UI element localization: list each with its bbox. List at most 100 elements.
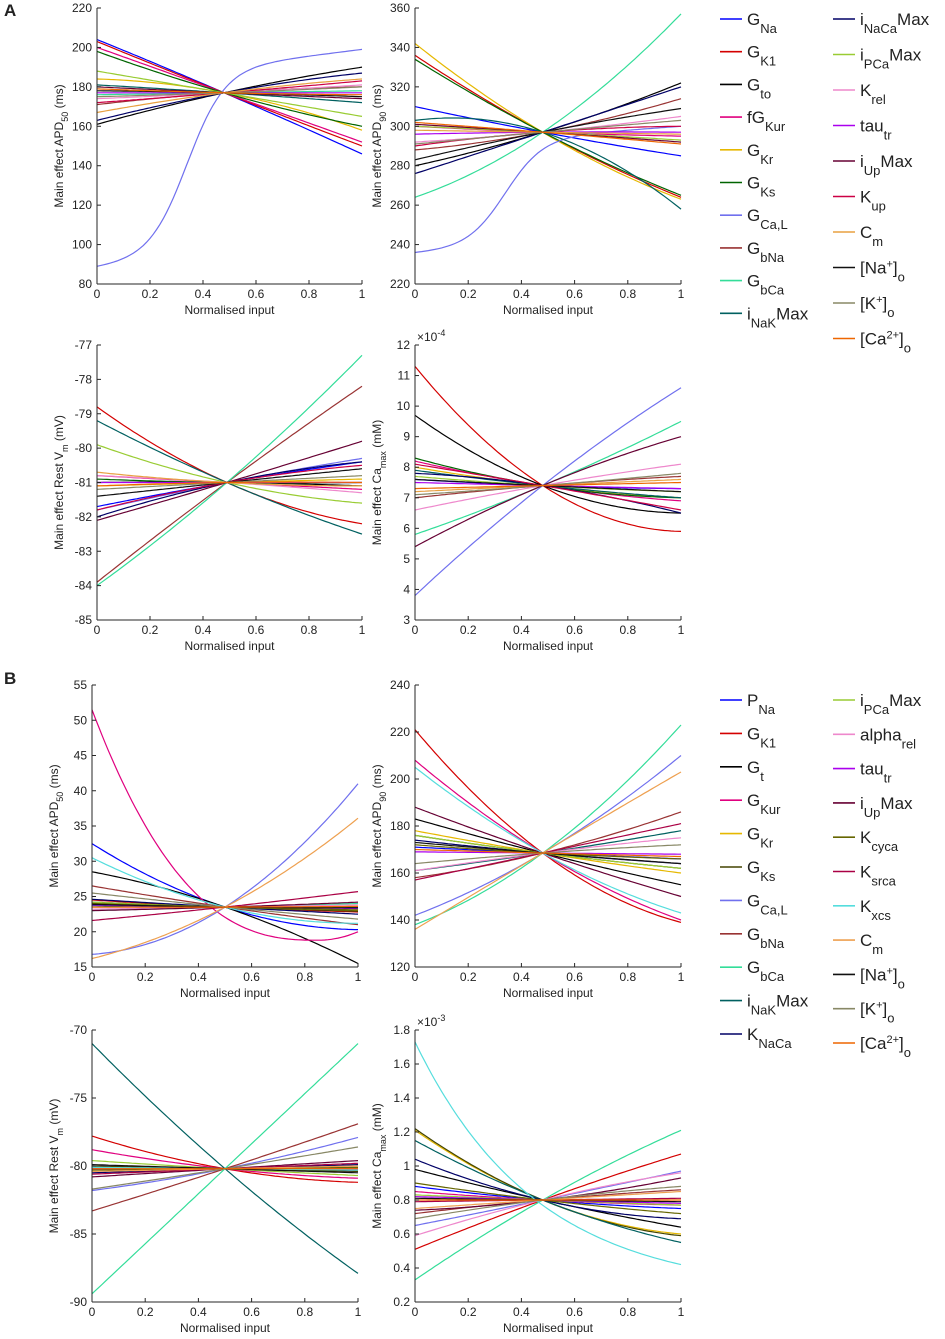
series-line-i-nak-max bbox=[414, 1139, 682, 1244]
series-line-ca2-o bbox=[414, 121, 682, 145]
series-lines bbox=[414, 1041, 682, 1281]
x-axis-label: Normalised input bbox=[184, 303, 275, 317]
y-tick-label: 35 bbox=[74, 819, 88, 833]
legend-item-nao: [Na+]o bbox=[833, 259, 905, 285]
legend-label: [Na+]o bbox=[860, 965, 905, 991]
legend-item-gto: Gto bbox=[720, 75, 771, 101]
legend-label: KNaCa bbox=[747, 1025, 792, 1051]
series-line-g-kur bbox=[91, 709, 359, 941]
legend-item-gt: Gt bbox=[720, 758, 764, 783]
legend-item-gbca: GbCa bbox=[720, 958, 785, 984]
legend-label: alpharel bbox=[860, 725, 916, 751]
series-line-k-o bbox=[414, 119, 682, 145]
legend-group-b: PNa GK1 Gt GKur GKr GKs GCa,L GbNa GbCa iNaKMax KN… bbox=[720, 691, 922, 1060]
y-tick-label: 100 bbox=[72, 238, 92, 252]
legend-label: iPCaMax bbox=[860, 46, 922, 72]
legend-item-inacamax: iNaCaMax bbox=[833, 10, 930, 36]
x-tick-label: 0.6 bbox=[566, 1305, 583, 1319]
legend-item-cao: [Ca2+]o bbox=[833, 1034, 911, 1060]
y-tick-label: 80 bbox=[79, 277, 93, 291]
series-line-k-xcs bbox=[414, 766, 682, 914]
legend-label: iUpMax bbox=[860, 794, 913, 820]
x-tick-label: 0.4 bbox=[190, 970, 207, 984]
y-tick-label: 1.4 bbox=[393, 1091, 410, 1105]
y-tick-label: 280 bbox=[390, 159, 410, 173]
x-tick-label: 0.2 bbox=[137, 1305, 154, 1319]
legend-label: iNaKMax bbox=[747, 992, 809, 1018]
legend-item-tautr: tautr bbox=[833, 117, 892, 143]
legend-label: [Ca2+]o bbox=[860, 330, 911, 356]
legend-label: Cm bbox=[860, 931, 883, 957]
y-tick-label: 140 bbox=[390, 913, 410, 927]
x-tick-label: 0 bbox=[89, 1305, 96, 1319]
x-tick-label: 0.2 bbox=[460, 1305, 477, 1319]
legend-item-gbca: GbCa bbox=[720, 272, 785, 297]
legend-label: GNa bbox=[747, 10, 778, 36]
x-tick-label: 0 bbox=[89, 970, 96, 984]
series-lines bbox=[96, 38, 363, 267]
y-tick-label: 45 bbox=[74, 749, 88, 763]
series-lines bbox=[91, 1043, 359, 1295]
legend-item-tautr: tautr bbox=[833, 760, 892, 785]
subplot-B-apd50: 0 0.2 0.4 0.6 0.8 1 15 20 25 30 35 40 45 50 55 Normalis… bbox=[47, 678, 362, 1000]
legend-item-ksrca: Ksrca bbox=[833, 863, 897, 888]
legend-label: GK1 bbox=[747, 724, 776, 750]
y-tick-label: 160 bbox=[390, 866, 410, 880]
series-line-i-up-max bbox=[414, 436, 682, 548]
legend-label: fGKur bbox=[747, 108, 786, 134]
y-tick-label: 1.6 bbox=[393, 1057, 410, 1071]
legend-item-gk1: GK1 bbox=[720, 724, 776, 750]
subplot-B-restvm: 0 0.2 0.4 0.6 0.8 1 -90 -85 -80 -75 -70 Normalised … bbox=[47, 1023, 362, 1335]
legend-label: Kxcs bbox=[860, 897, 891, 923]
x-tick-label: 0.2 bbox=[460, 623, 477, 637]
y-tick-label: -75 bbox=[70, 1091, 88, 1105]
series-line-i-naca-max bbox=[414, 86, 682, 175]
y-tick-label: 0.8 bbox=[393, 1193, 410, 1207]
y-tick-label: 8 bbox=[403, 460, 410, 474]
series-lines bbox=[414, 724, 682, 930]
x-tick-label: 0.4 bbox=[513, 287, 530, 301]
y-tick-label: 220 bbox=[390, 277, 410, 291]
legend-label: GbNa bbox=[747, 239, 785, 265]
y-tick-label: 140 bbox=[72, 159, 92, 173]
legend-label: GKs bbox=[747, 858, 776, 884]
series-line-g-kur bbox=[414, 759, 682, 921]
x-tick-label: 0.4 bbox=[513, 970, 530, 984]
x-tick-label: 1 bbox=[678, 623, 685, 637]
legend-item-kup: Kup bbox=[833, 188, 886, 213]
panel-letter-b: B bbox=[4, 669, 16, 688]
legend-item-nao: [Na+]o bbox=[833, 965, 905, 991]
x-tick-label: 0.6 bbox=[566, 287, 583, 301]
series-line-g-ca-l bbox=[414, 387, 682, 597]
legend-label: [K+]o bbox=[860, 294, 894, 320]
legend-item-gca-l: GCa,L bbox=[720, 891, 788, 917]
x-tick-label: 0.2 bbox=[137, 970, 154, 984]
series-line-ca2-o bbox=[92, 905, 358, 908]
x-tick-label: 0.6 bbox=[248, 623, 265, 637]
legend-item-gbna: GbNa bbox=[720, 925, 785, 951]
y-tick-label: -82 bbox=[75, 510, 93, 524]
y-tick-label: 220 bbox=[72, 1, 92, 15]
y-tick-label: 360 bbox=[390, 1, 410, 15]
series-line-i-nak-max bbox=[414, 117, 682, 210]
y-tick-label: 25 bbox=[74, 890, 88, 904]
legend-label: GbNa bbox=[747, 925, 785, 951]
legend-label: Krel bbox=[860, 81, 886, 107]
legend-label: iPCaMax bbox=[860, 691, 922, 717]
x-tick-label: 0.6 bbox=[566, 970, 583, 984]
legend-item-gkr: GKr bbox=[720, 825, 774, 850]
legend-label: tautr bbox=[860, 117, 892, 143]
legend-item-inakmax: iNaKMax bbox=[720, 304, 809, 330]
legend-label: Cm bbox=[860, 223, 883, 249]
legend-item-gkur: GKur bbox=[720, 791, 781, 817]
series-line-c-m bbox=[414, 771, 682, 930]
series-line-k-o bbox=[414, 1185, 682, 1220]
y-tick-label: 160 bbox=[72, 119, 92, 133]
series-line-k-srca bbox=[414, 823, 682, 881]
y-tick-label: -78 bbox=[75, 372, 93, 386]
x-tick-label: 0.6 bbox=[566, 623, 583, 637]
legend-label: [Na+]o bbox=[860, 259, 905, 285]
subplot-A-restvm: 0 0.2 0.4 0.6 0.8 1 -85 -84 -83 -82 -81 -80 -79 -78 -7… bbox=[52, 338, 366, 653]
x-tick-label: 0.4 bbox=[513, 623, 530, 637]
legend-label: PNa bbox=[747, 691, 776, 717]
